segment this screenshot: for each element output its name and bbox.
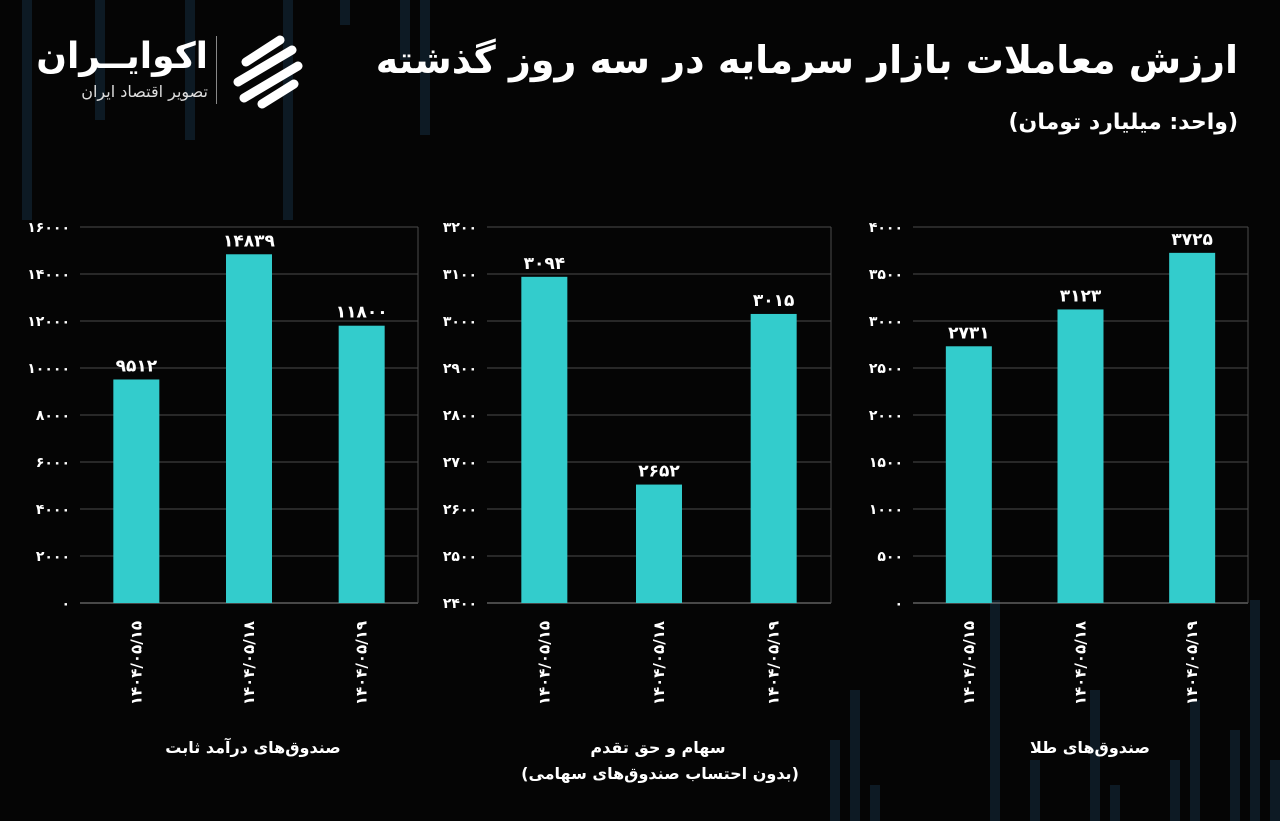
- bar: [1057, 309, 1104, 603]
- logo: اکوایــران تصویر اقتصاد ایران: [36, 30, 320, 110]
- y-tick-label: ۲۵۰۰: [443, 549, 477, 565]
- logo-mark-icon: [233, 35, 303, 109]
- y-tick-label: ۲۹۰۰: [443, 361, 477, 377]
- y-tick-label: ۲۰۰۰: [36, 549, 70, 565]
- logo-divider: [216, 36, 217, 104]
- x-tick-label: ۱۴۰۴/۰۵/۱۸: [240, 621, 258, 705]
- x-tick-label: ۱۴۰۴/۰۵/۱۹: [353, 621, 371, 705]
- data-label: ۳۷۲۵: [1171, 230, 1213, 250]
- y-tick-label: ۸۰۰۰: [36, 408, 70, 424]
- data-label: ۳۰۹۴: [524, 254, 566, 274]
- unit-label: (واحد: میلیارد تومان): [1008, 110, 1239, 135]
- category-sublabel-stocks: (بدون احتساب صندوق‌های سهامی): [521, 764, 799, 783]
- bar: [750, 313, 797, 603]
- data-label: ۱۴۸۳۹: [223, 231, 276, 251]
- category-label-fixed-income: صندوق‌های درآمد ثابت: [165, 738, 341, 757]
- logo-name: اکوایــران: [36, 36, 208, 77]
- x-tick-label: ۱۴۰۴/۰۵/۱۵: [535, 621, 553, 705]
- y-tick-label: ۳۰۰۰: [869, 314, 903, 330]
- y-tick-label: ۳۵۰۰: [869, 267, 903, 283]
- data-label: ۹۵۱۲: [116, 356, 158, 376]
- bar: [1169, 252, 1216, 603]
- x-tick-label: ۱۴۰۴/۰۵/۱۵: [127, 621, 145, 705]
- y-tick-label: ۱۰۰۰: [869, 502, 903, 518]
- category-label-stocks: سهام و حق تقدم: [590, 738, 726, 757]
- y-tick-label: ۳۱۰۰: [443, 267, 477, 283]
- category-label-gold: صندوق‌های طلا: [1029, 738, 1151, 757]
- logo-tagline: تصویر اقتصاد ایران: [81, 82, 208, 101]
- y-tick-label: ۶۰۰۰: [36, 455, 70, 471]
- data-label: ۳۰۱۵: [753, 291, 795, 311]
- y-tick-label: ۳۰۰۰: [443, 314, 477, 330]
- y-tick-label: ۲۷۰۰: [443, 455, 477, 471]
- bar: [338, 325, 385, 603]
- bar: [226, 254, 272, 603]
- x-tick-label: ۱۴۰۴/۰۵/۱۸: [1072, 621, 1090, 705]
- y-tick-label: ۲۴۰۰: [443, 596, 477, 612]
- y-tick-label: ۱۴۰۰۰: [27, 267, 70, 283]
- data-label: ۲۷۳۱: [948, 323, 990, 343]
- y-tick-label: ۲۶۰۰: [443, 502, 477, 518]
- y-tick-label: ۱۲۰۰۰: [27, 314, 70, 330]
- y-tick-label: ۱۶۰۰۰: [27, 220, 70, 236]
- bar: [945, 346, 992, 603]
- y-tick-label: ۲۰۰۰: [869, 408, 903, 424]
- data-label: ۲۶۵۲: [638, 462, 680, 482]
- y-tick-label: ۲۵۰۰: [869, 361, 903, 377]
- y-tick-label: ۱۵۰۰: [869, 455, 903, 471]
- data-label: ۱۱۸۰۰: [336, 303, 388, 323]
- x-tick-label: ۱۴۰۴/۰۵/۱۹: [1183, 621, 1201, 705]
- y-tick-label: ۰: [894, 596, 903, 612]
- chart-title: ارزش معاملات بازار سرمایه در سه روز گذشت…: [375, 38, 1238, 82]
- bar: [636, 484, 682, 603]
- data-label: ۳۱۲۳: [1060, 286, 1102, 306]
- y-tick-label: ۴۰۰۰: [36, 502, 70, 518]
- y-tick-label: ۰: [61, 596, 70, 612]
- bar: [521, 276, 568, 603]
- y-tick-label: ۵۰۰: [877, 549, 903, 565]
- x-tick-label: ۱۴۰۴/۰۵/۱۸: [650, 621, 668, 705]
- y-tick-label: ۴۰۰۰: [869, 220, 903, 236]
- x-tick-label: ۱۴۰۴/۰۵/۱۵: [960, 621, 978, 705]
- y-tick-label: ۲۸۰۰: [443, 408, 477, 424]
- y-tick-label: ۱۰۰۰۰: [27, 361, 70, 377]
- y-tick-label: ۳۲۰۰: [443, 220, 477, 236]
- bar: [113, 379, 160, 603]
- x-tick-label: ۱۴۰۴/۰۵/۱۹: [765, 621, 783, 705]
